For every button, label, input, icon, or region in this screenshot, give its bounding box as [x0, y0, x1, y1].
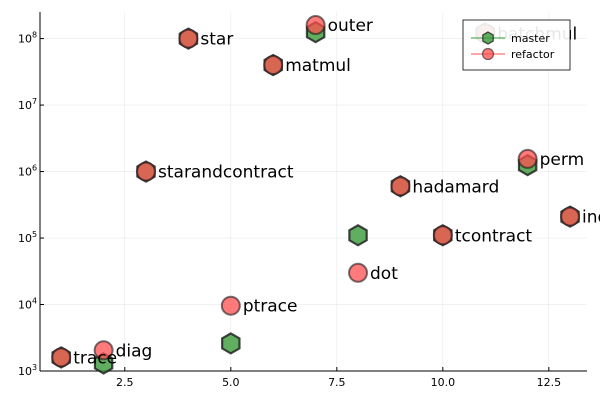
y-tick-label: 10 [18, 365, 32, 378]
data-point-refactor [263, 55, 284, 76]
legend-label-master: master [511, 32, 550, 45]
point-annotation: outer [328, 16, 373, 36]
data-point-refactor [305, 15, 326, 36]
y-tick-label: 10 [18, 299, 32, 312]
point-annotation: trace [73, 348, 117, 368]
point-annotation: matmul [285, 56, 351, 76]
point-annotation: ptrace [243, 297, 298, 317]
y-tick-label: 10 [18, 99, 32, 112]
point-annotation: diag [116, 341, 153, 361]
data-point-refactor [136, 161, 157, 182]
data-point-refactor [178, 28, 199, 49]
y-tick-exponent: 3 [32, 363, 37, 372]
data-point-refactor [390, 176, 411, 197]
y-tick-exponent: 5 [32, 230, 37, 239]
point-annotation: perm [540, 150, 585, 170]
x-tick-label: 10.0 [431, 376, 456, 389]
point-annotation: star [200, 30, 233, 50]
x-tick-label: 12.5 [537, 376, 562, 389]
legend: master refactor [462, 19, 571, 71]
x-tick-label: 7.5 [328, 376, 346, 389]
point-annotation: indexsum [582, 208, 600, 228]
y-tick-label: 10 [18, 232, 32, 245]
y-tick-exponent: 8 [32, 31, 37, 40]
x-tick-label: 2.5 [116, 376, 134, 389]
point-annotation: dot [370, 264, 398, 284]
x-tick-label: 5.0 [222, 376, 240, 389]
legend-label-refactor: refactor [511, 48, 555, 61]
data-point-refactor [93, 340, 114, 361]
point-annotation: tcontract [455, 226, 533, 246]
data-point-refactor [432, 225, 453, 246]
data-point-refactor [220, 295, 241, 316]
data-markers [51, 15, 581, 375]
legend-marker-refactor [481, 47, 495, 61]
data-point-refactor [517, 148, 538, 169]
point-annotation: hadamard [412, 177, 499, 197]
data-point-refactor [348, 262, 369, 283]
y-tick-exponent: 6 [32, 164, 37, 173]
legend-marker-master [482, 31, 494, 45]
data-point-master [221, 332, 241, 355]
data-point-refactor [560, 206, 581, 227]
point-annotation: starandcontract [158, 163, 294, 183]
data-point-master [348, 224, 368, 247]
y-tick-label: 10 [18, 33, 32, 46]
data-point-refactor [51, 347, 72, 368]
y-tick-exponent: 4 [32, 297, 37, 306]
legend-box [462, 19, 571, 71]
y-tick-exponent: 7 [32, 97, 37, 106]
y-tick-label: 10 [18, 166, 32, 179]
